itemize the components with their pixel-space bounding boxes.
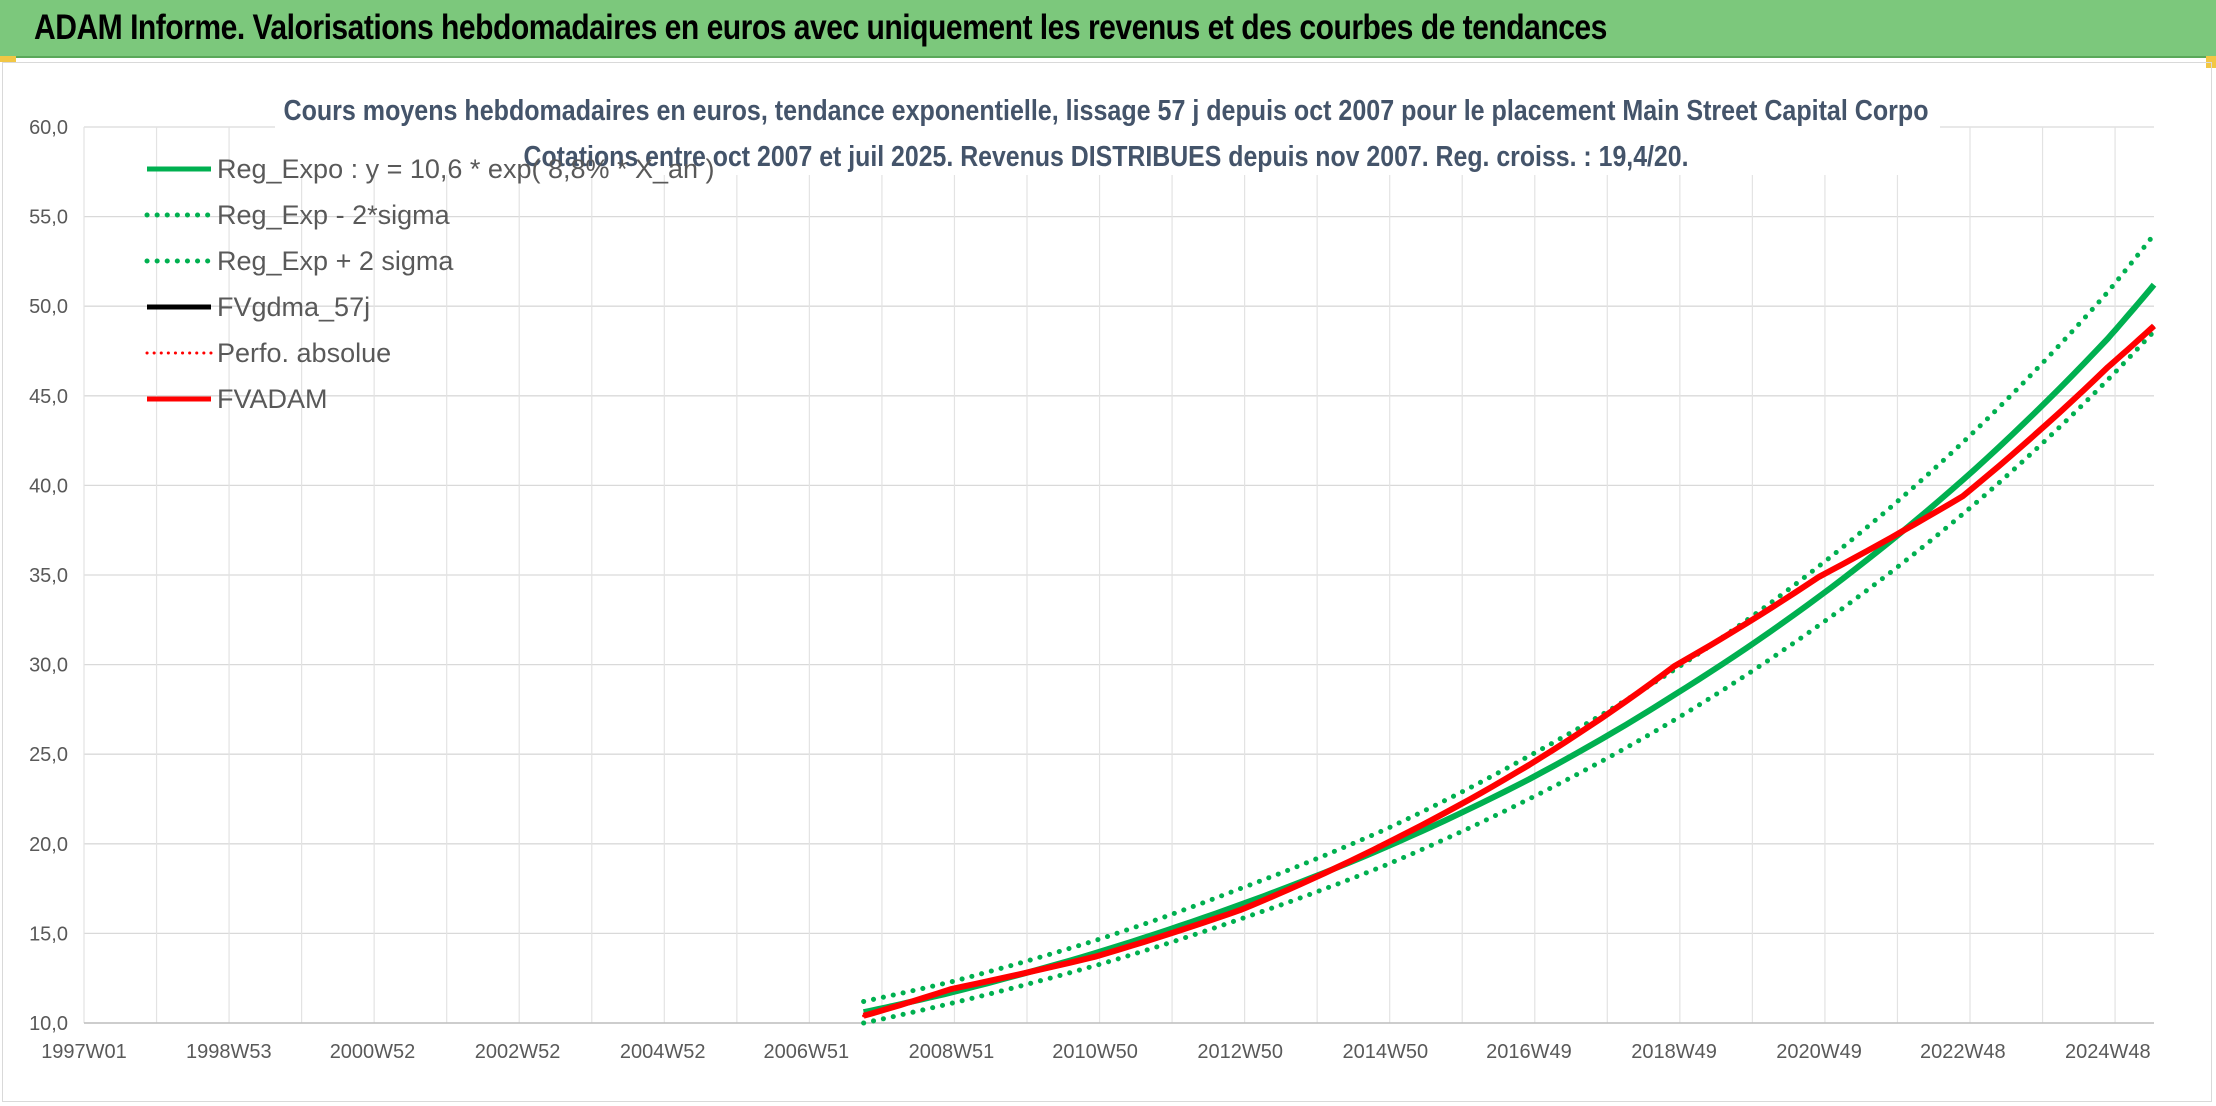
legend-label: Reg_Exp + 2 sigma	[217, 246, 454, 276]
report-banner: ADAM Informe. Valorisations hebdomadaire…	[0, 0, 2216, 58]
y-tick-label: 40,0	[29, 475, 68, 497]
y-tick-label: 25,0	[29, 744, 68, 766]
series-line	[861, 232, 2157, 1004]
title-background	[275, 83, 1940, 175]
legend-label: Perfo. absolue	[217, 338, 391, 368]
x-tick-label: 2006W51	[764, 1041, 850, 1063]
y-tick-label: 60,0	[29, 117, 68, 139]
series-line	[862, 324, 2156, 1018]
x-axis: 1997W01 1998W53 2000W52 2002W52 2004W52 2006W…	[41, 1041, 2150, 1063]
chart-area: 10,0 15,0 20,0 25,0 30,0 35,0 40,0 45,0 50,0 55,0…	[2, 62, 2212, 1102]
series-line	[863, 324, 2156, 1018]
x-tick-label: 2012W50	[1197, 1041, 1283, 1063]
chart-title-line: Cotations entre oct 2007 et juil 2025. R…	[524, 141, 1689, 173]
y-tick-label: 50,0	[29, 296, 68, 318]
report-title: ADAM Informe. Valorisations hebdomadaire…	[34, 8, 1607, 47]
x-tick-label: 2022W48	[1920, 1041, 2006, 1063]
y-tick-label: 30,0	[29, 655, 68, 677]
x-tick-label: 2002W52	[475, 1041, 561, 1063]
x-tick-label: 2008W51	[909, 1041, 995, 1063]
legend-label: Reg_Exp - 2*sigma	[217, 200, 451, 230]
y-tick-label: 45,0	[29, 386, 68, 408]
x-tick-label: 2010W50	[1052, 1041, 1138, 1063]
corner-marker-left	[0, 56, 16, 62]
x-tick-label: 2000W52	[330, 1041, 416, 1063]
legend: Reg_Expo : y = 10,6 * exp( 8,8% * X_an )…	[144, 154, 715, 414]
x-tick-label: 2024W48	[2065, 1041, 2151, 1063]
x-tick-label: 2004W52	[620, 1041, 706, 1063]
chart-title: Cours moyens hebdomadaires en euros, ten…	[275, 83, 1940, 175]
x-tick-label: 1997W01	[41, 1041, 127, 1063]
y-tick-label: 20,0	[29, 834, 68, 856]
chart-title-line: Cours moyens hebdomadaires en euros, ten…	[284, 95, 1929, 127]
line-chart: 10,0 15,0 20,0 25,0 30,0 35,0 40,0 45,0 50,0 55,0…	[29, 83, 2157, 1063]
legend-label: Reg_Expo : y = 10,6 * exp( 8,8% * X_an )	[217, 154, 715, 184]
series-line	[862, 323, 2157, 1019]
series-line	[862, 282, 2157, 1016]
y-axis: 10,0 15,0 20,0 25,0 30,0 35,0 40,0 45,0 50,0 55,0…	[29, 117, 68, 1035]
series-line	[861, 328, 2157, 1026]
y-tick-label: 10,0	[29, 1013, 68, 1035]
x-tick-label: 2014W50	[1342, 1041, 1428, 1063]
legend-label: FVADAM	[217, 384, 328, 414]
legend-label: FVgdma_57j	[217, 292, 370, 322]
y-tick-label: 55,0	[29, 207, 68, 229]
y-tick-label: 35,0	[29, 565, 68, 587]
x-tick-label: 2016W49	[1486, 1041, 1572, 1063]
series-lines	[861, 232, 2157, 1026]
x-tick-label: 2018W49	[1631, 1041, 1717, 1063]
x-tick-label: 2020W49	[1776, 1041, 1862, 1063]
y-tick-label: 15,0	[29, 923, 68, 945]
x-tick-label: 1998W53	[186, 1041, 272, 1063]
